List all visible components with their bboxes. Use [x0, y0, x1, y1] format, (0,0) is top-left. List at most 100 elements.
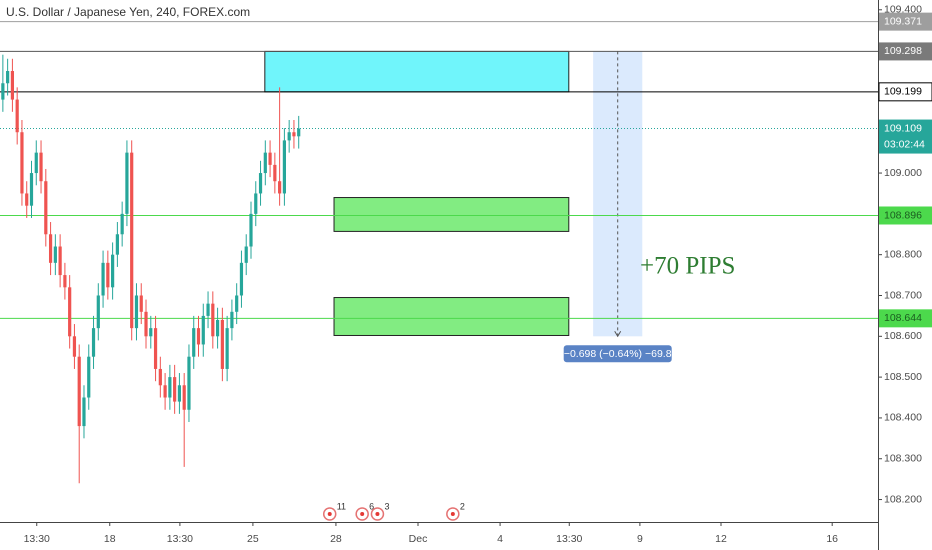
zone [333, 197, 570, 232]
y-tick-label: 109.000 [884, 167, 922, 179]
candle-body [29, 173, 34, 206]
price-label-bg [878, 82, 932, 102]
price-label-bg [879, 206, 932, 225]
candle-body [139, 295, 143, 312]
measure-label-bg [563, 345, 672, 363]
candle-body [91, 328, 96, 357]
time-axis-bg [0, 522, 878, 550]
candle-body [182, 385, 186, 410]
candle-body [34, 152, 38, 174]
x-tick-label: Dec [409, 533, 428, 545]
candle-body [144, 311, 148, 337]
candle-body [168, 377, 172, 398]
y-tick-label: 108.500 [884, 371, 922, 383]
candle-body [149, 328, 153, 337]
candle-body [177, 385, 182, 402]
candle-body [287, 132, 291, 141]
y-tick-label: 109.400 [884, 4, 922, 16]
candle-body [244, 246, 248, 263]
candle-body [1, 83, 5, 100]
price-label-bg [879, 12, 932, 31]
candle-body [39, 152, 43, 182]
annotation: +70 PIPS [640, 253, 735, 280]
candle-body [44, 181, 48, 235]
y-tick-label: 108.400 [884, 412, 922, 424]
candle-body [106, 262, 110, 288]
candle-body [263, 152, 267, 174]
candle-body [130, 152, 134, 329]
price-label-bg [879, 309, 932, 328]
candle-body [10, 71, 15, 100]
candle-body [254, 193, 258, 214]
candle-body [163, 385, 167, 398]
candle-body [120, 213, 124, 235]
measure-box [593, 51, 643, 337]
candle-body [173, 377, 177, 402]
price-label: 109.109 [884, 122, 922, 134]
candle-body [249, 213, 253, 247]
candle-body [239, 262, 244, 296]
candle-body [258, 173, 263, 194]
price-label: 109.199 [884, 86, 922, 98]
candle-body [187, 356, 191, 410]
candle-body [134, 295, 139, 329]
y-tick-label: 108.600 [884, 330, 922, 342]
price-label: 109.298 [884, 45, 922, 57]
price-label: 108.896 [884, 209, 922, 221]
candle-body [292, 132, 296, 137]
candle-body [278, 181, 282, 194]
candle-body [153, 328, 158, 369]
candle-body [192, 328, 196, 357]
measure-label: −0.698 (−0.64%) −69.8 [564, 348, 672, 360]
y-tick-label: 108.800 [884, 248, 922, 260]
event-label: 3 [384, 501, 389, 511]
candle-body [82, 397, 86, 427]
candle-body [6, 71, 10, 84]
candle-body [15, 99, 19, 133]
candle-body [111, 254, 115, 288]
candle-body [115, 234, 119, 255]
candle-body [211, 303, 215, 337]
candle-body [230, 311, 234, 329]
candle-body [68, 287, 72, 337]
candle-body [206, 303, 210, 316]
zone [264, 50, 570, 93]
event-dot [360, 512, 365, 516]
x-tick-label: 13:30 [167, 533, 193, 545]
chart-title: U.S. Dollar / Japanese Yen, 240, FOREX.c… [6, 5, 250, 19]
measure-arrowhead [614, 331, 622, 338]
event-dot [450, 512, 455, 516]
x-tick-label: 13:30 [556, 533, 582, 545]
event-label: 2 [460, 501, 465, 511]
candle-body [215, 319, 220, 337]
x-tick-label: 25 [247, 533, 259, 545]
candle-body [196, 328, 201, 345]
event-label: 11 [337, 501, 346, 511]
price-label-bg [879, 119, 932, 154]
x-tick-label: 28 [330, 533, 342, 545]
y-tick-label: 108.300 [884, 453, 922, 465]
candle-body [25, 193, 29, 206]
candle-body [220, 319, 224, 369]
candle-body [282, 140, 286, 194]
candle-body [96, 295, 100, 329]
countdown: 03:02:44 [884, 138, 925, 150]
candle-body [58, 246, 62, 276]
candle-body [297, 128, 301, 137]
candle-body [48, 234, 53, 263]
event-dot [327, 512, 332, 516]
candle-body [268, 152, 272, 165]
candle-body [72, 336, 77, 357]
candle-body [201, 315, 205, 345]
zone [333, 297, 570, 336]
x-tick-label: 12 [715, 533, 727, 545]
x-tick-label: 18 [104, 533, 116, 545]
candle-body [273, 164, 277, 182]
price-label: 109.371 [884, 15, 922, 27]
event-label: 6 [369, 501, 374, 511]
y-tick-label: 108.200 [884, 493, 922, 505]
x-tick-label: 9 [637, 533, 643, 545]
candle-body [20, 132, 24, 194]
y-tick-label: 108.700 [884, 289, 922, 301]
